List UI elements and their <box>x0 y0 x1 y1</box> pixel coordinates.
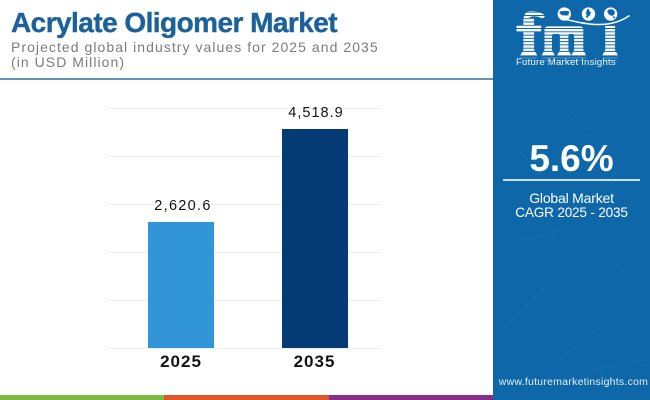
svg-text:Future Market Insights: Future Market Insights <box>516 57 616 68</box>
